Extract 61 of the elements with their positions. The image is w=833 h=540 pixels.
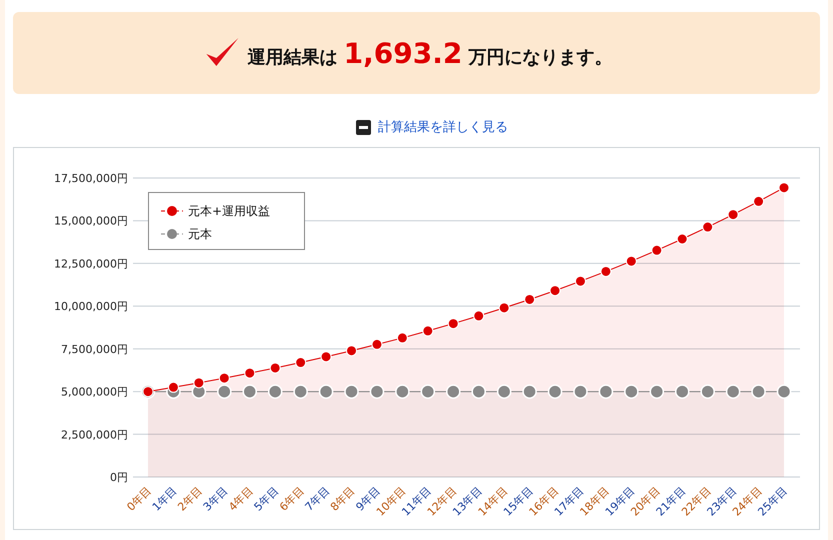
point	[448, 318, 459, 330]
point	[753, 196, 764, 207]
point	[624, 384, 639, 399]
point	[674, 384, 690, 399]
y-tick-label: 5,000,000円	[61, 386, 128, 399]
point	[346, 345, 358, 356]
point	[370, 384, 384, 399]
point	[776, 384, 792, 399]
chart-subtitle: 計算結果を詳しく見る	[378, 120, 508, 135]
point	[420, 384, 436, 399]
point	[244, 368, 256, 379]
point	[396, 332, 408, 344]
point	[550, 285, 561, 296]
point	[702, 222, 714, 233]
y-tick-label: 10,000,000円	[54, 300, 128, 314]
legend-label: 元本+運用収益	[188, 204, 270, 218]
y-tick-label: 17,500,000円	[54, 172, 128, 185]
point	[218, 372, 230, 384]
chart-title: 運用結果は 1,693.2 万円になります。	[246, 37, 613, 70]
point	[320, 351, 332, 362]
point	[293, 384, 308, 399]
point	[446, 384, 461, 399]
point	[778, 182, 790, 194]
y-tick-label: 15,000,000円	[54, 214, 128, 228]
point	[726, 384, 740, 399]
point	[650, 384, 664, 399]
point	[270, 362, 281, 374]
point	[496, 384, 512, 399]
point	[574, 276, 586, 287]
point	[217, 384, 232, 399]
point	[600, 266, 612, 277]
y-tick-label: 0円	[110, 471, 128, 484]
point	[626, 256, 637, 267]
point	[598, 384, 614, 399]
point	[242, 384, 258, 399]
x-tick-label: 3年目	[200, 484, 230, 514]
point	[268, 384, 282, 399]
point	[651, 244, 662, 256]
x-tick-label: 5年目	[252, 484, 282, 514]
point	[700, 384, 715, 399]
point	[193, 377, 204, 388]
y-tick-label: 12,500,000円	[54, 257, 128, 270]
point	[728, 209, 739, 220]
point	[471, 384, 486, 399]
point	[522, 384, 537, 399]
point	[473, 310, 484, 322]
point	[395, 384, 410, 399]
point	[498, 302, 510, 314]
point	[524, 294, 536, 305]
point	[318, 384, 334, 399]
point	[371, 338, 382, 350]
point	[344, 384, 359, 399]
point	[573, 384, 588, 399]
point	[295, 357, 306, 368]
y-tick-label: 2,500,000円	[61, 428, 128, 442]
point	[751, 384, 766, 399]
y-tick-label: 7,500,000円	[61, 342, 128, 356]
point	[548, 384, 562, 399]
point	[422, 325, 434, 336]
point	[676, 233, 688, 244]
legend-label: 元本	[188, 227, 212, 241]
